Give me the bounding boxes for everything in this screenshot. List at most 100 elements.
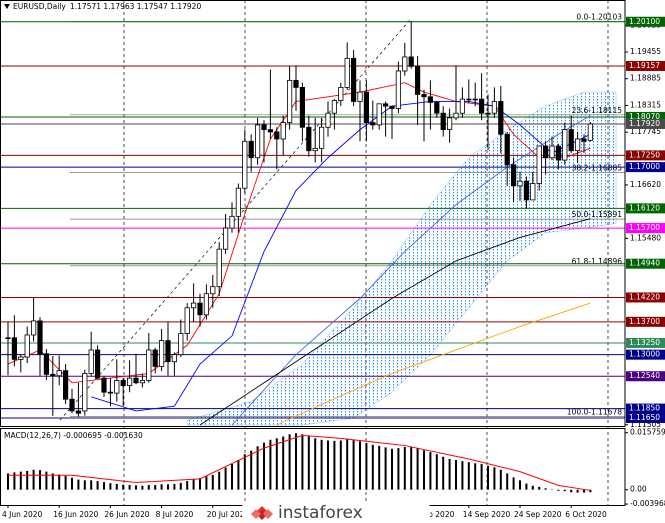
level-label: 1.17000 [629, 162, 660, 171]
x-tick-label: 16 Jun 2020 [53, 510, 98, 519]
macd-bar [435, 454, 438, 490]
macd-bar [7, 473, 9, 490]
candle-body [127, 377, 133, 387]
candle-body [478, 98, 485, 114]
y-tick-label: 1.11505 [630, 420, 661, 429]
macd-bar [256, 446, 259, 490]
macd-bar [410, 447, 413, 490]
macd-bar [506, 473, 509, 490]
candle-body [402, 56, 408, 72]
macd-bar [45, 471, 48, 490]
candle-body [536, 145, 542, 184]
macd-bar [269, 439, 272, 490]
macd-bar [179, 482, 182, 490]
level-box [626, 203, 665, 214]
macd-bar [442, 456, 445, 490]
macd-bar [487, 465, 489, 490]
main-frame [0, 0, 626, 427]
candle-body [5, 337, 11, 339]
macd-bar [192, 479, 195, 490]
macd-bar [275, 438, 278, 490]
macd-bar [557, 489, 560, 491]
candle-body [95, 349, 101, 379]
macd-bar [160, 484, 163, 490]
candle-body [69, 398, 75, 412]
level-box [626, 258, 665, 269]
candle-body [549, 145, 555, 159]
macd-bar [250, 450, 253, 490]
candle-body [248, 140, 254, 159]
watermark-text: instaforex [278, 503, 363, 523]
macd-bar [519, 480, 521, 490]
macd-bar [90, 480, 93, 490]
level-label: 1.19157 [629, 61, 660, 70]
macd-bar [39, 470, 41, 490]
x-tick-label: 14 Sep 2020 [463, 510, 511, 519]
macd-bar [141, 485, 144, 490]
candle-body [120, 380, 126, 387]
candle-body [325, 112, 331, 128]
candle-body [530, 183, 536, 201]
fib-label: 23.6-1.18115 [572, 106, 623, 115]
macd-bar [282, 436, 285, 490]
macd-tick-label: 0.00 [630, 485, 647, 494]
candle-body [18, 356, 24, 360]
candle-body [178, 333, 184, 356]
macd-bar [378, 445, 381, 490]
macd-bar [538, 486, 541, 490]
candle-body [216, 248, 222, 288]
candle-body [280, 122, 286, 140]
macd-bar [448, 458, 451, 490]
candle-body [370, 122, 376, 126]
candle-body [75, 410, 81, 414]
macd-bar [320, 439, 323, 490]
level-box [626, 412, 665, 423]
macd-bar [570, 489, 573, 493]
level-label: 1.15700 [629, 223, 660, 232]
fib-label: 0.0-1.20103 [576, 13, 622, 22]
macd-bar [263, 442, 265, 490]
macd-bar [512, 477, 515, 490]
candle-body [242, 140, 248, 189]
candle-body [466, 98, 472, 101]
macd-bar [71, 477, 73, 490]
candle-body [274, 131, 280, 140]
macd-bar [474, 463, 477, 490]
candle-body [510, 164, 517, 187]
macd-bar [205, 476, 208, 490]
y-tick-label: 1.19455 [630, 47, 661, 56]
macd-bar [589, 489, 592, 493]
candle-body [37, 320, 43, 355]
candle-body [414, 65, 421, 95]
candle-body [165, 340, 171, 363]
macd-bar [13, 472, 16, 490]
macd-bar [51, 473, 54, 490]
macd-bar [295, 433, 297, 490]
level-label: 1.18070 [629, 112, 660, 121]
candle-body [197, 302, 203, 316]
candle-body [107, 391, 113, 394]
candle-body [427, 96, 434, 103]
candle-body [440, 112, 446, 131]
macd-bar [371, 444, 374, 490]
macd-bar [525, 483, 528, 490]
candle-body [190, 302, 197, 309]
macd-bar [359, 441, 361, 490]
level-box [626, 337, 665, 348]
watermark-box [242, 504, 430, 523]
candle-body [491, 101, 498, 114]
candle-body [261, 124, 267, 130]
macd-bar [128, 485, 131, 490]
macd-bar [544, 488, 547, 490]
candle-body [30, 320, 37, 336]
fib-label: 50.0-1.15891 [572, 210, 623, 219]
header-icon [4, 4, 10, 9]
candle-body [312, 147, 318, 152]
level-box [626, 111, 665, 122]
macd-bar [531, 485, 534, 490]
macd-bar [365, 443, 368, 490]
x-tick-label: 24 Sep 2020 [514, 510, 562, 519]
macd-bar [32, 469, 35, 490]
level-label: 1.13000 [629, 350, 660, 359]
